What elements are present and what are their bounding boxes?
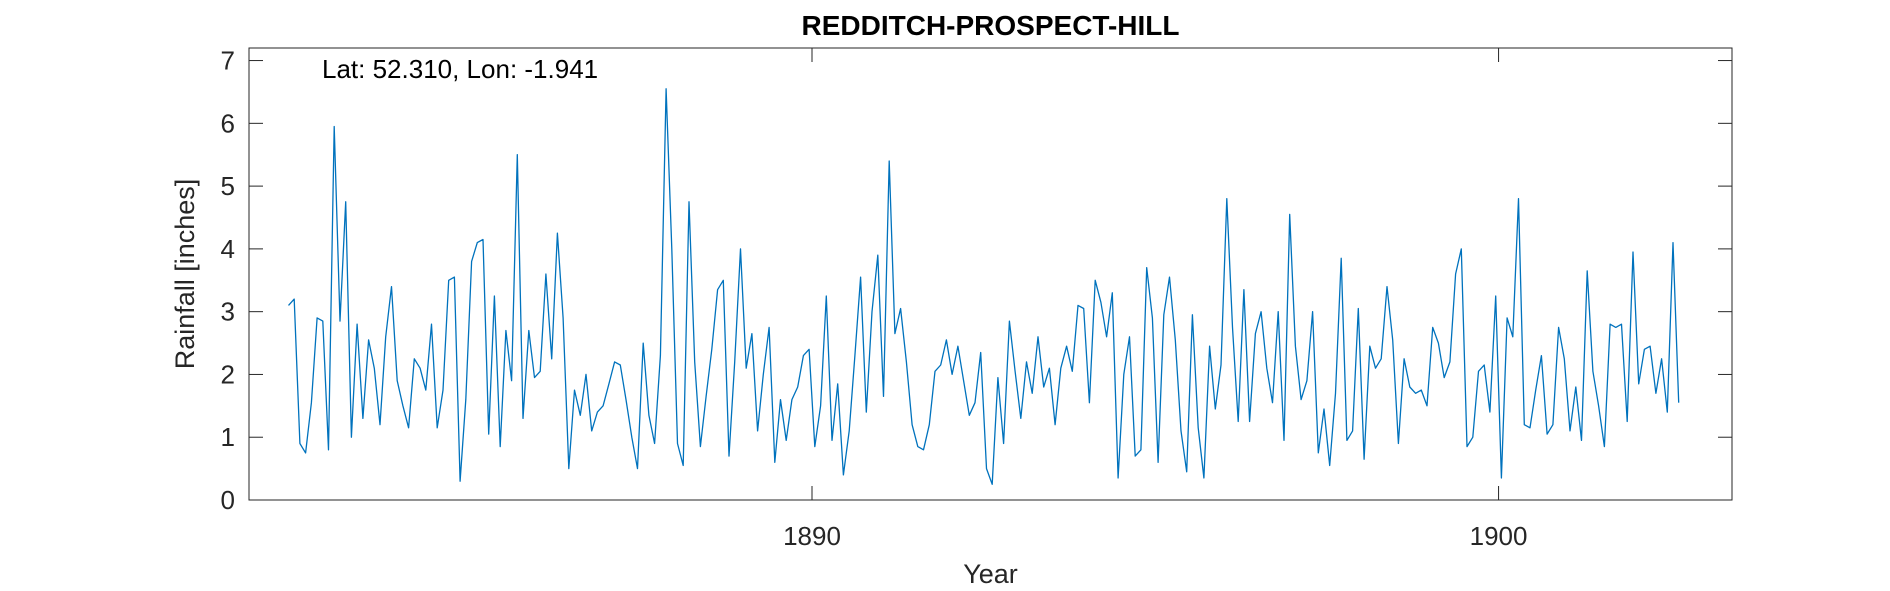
y-tick-label: 3: [221, 297, 235, 327]
chart-title: REDDITCH-PROSPECT-HILL: [802, 10, 1180, 41]
rainfall-series-line: [288, 88, 1680, 485]
y-axis-label: Rainfall [inches]: [170, 179, 200, 370]
y-tick-label: 5: [221, 171, 235, 201]
x-tick-label: 1890: [783, 521, 841, 551]
y-tick-label: 1: [221, 422, 235, 452]
y-axis-ticks: 0 1 2 3 4 5 6 7: [221, 46, 1732, 515]
plot-box: [248, 47, 1733, 501]
x-axis-label: Year: [963, 559, 1018, 589]
y-tick-label: 4: [221, 234, 235, 264]
y-tick-label: 0: [221, 485, 235, 515]
y-tick-label: 2: [221, 359, 235, 389]
x-axis-ticks: 1890 1900: [783, 48, 1527, 551]
y-tick-label: 7: [221, 46, 235, 76]
location-annotation: Lat: 52.310, Lon: -1.941: [322, 54, 598, 84]
x-tick-label: 1900: [1470, 521, 1528, 551]
y-tick-label: 6: [221, 108, 235, 138]
